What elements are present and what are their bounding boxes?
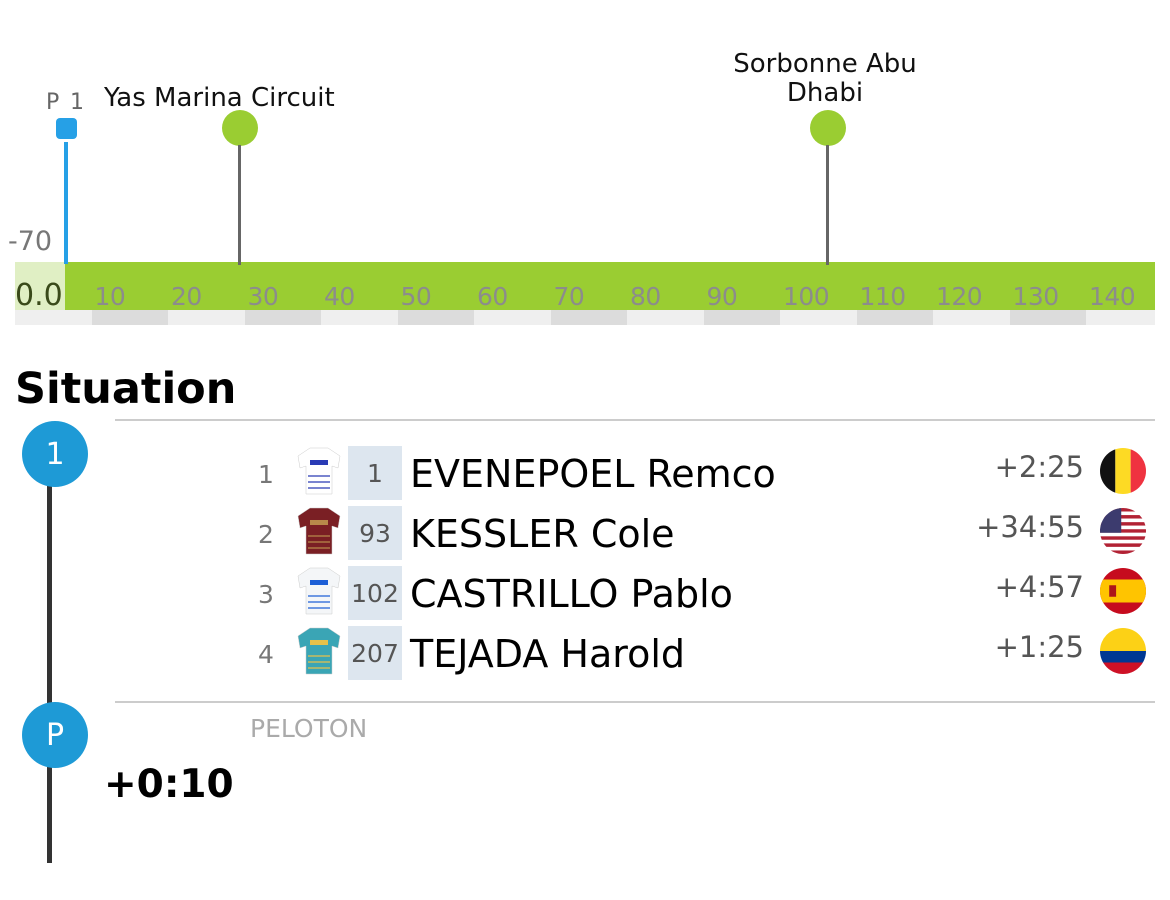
km-tick-label: 120 — [936, 282, 983, 311]
belgium-flag-icon — [1100, 448, 1146, 494]
marker-label-p: P — [46, 90, 60, 115]
rider-gap: +4:57 — [994, 570, 1084, 604]
km-tick-label: 100 — [783, 282, 830, 311]
km-tick-label: 30 — [247, 282, 279, 311]
km-tick-label: 10 — [94, 282, 126, 311]
rider-row[interactable]: 1 1 EVENEPOEL Remco +2:25 — [0, 440, 1170, 500]
rider-gap: +1:25 — [994, 630, 1084, 664]
peloton-label: PELOTON — [250, 714, 368, 743]
divider — [115, 419, 1155, 421]
bib-number: 102 — [348, 566, 402, 620]
km-band — [244, 310, 321, 325]
team-jersey-icon — [296, 566, 342, 616]
km-band — [474, 310, 551, 325]
km-tick-label: 60 — [477, 282, 508, 311]
km-band — [1086, 310, 1155, 325]
poi-pin-icon[interactable] — [222, 110, 258, 146]
bib-number: 207 — [348, 626, 402, 680]
rider-position: 1 — [258, 460, 274, 489]
km-tick-label: 40 — [324, 282, 355, 311]
group-badge[interactable]: 1 — [22, 421, 88, 487]
rider-row[interactable]: 4 207 TEJADA Harold +1:25 — [0, 620, 1170, 680]
timeline-line — [47, 450, 52, 705]
km-band — [933, 310, 1010, 325]
profile-bar — [15, 262, 1155, 310]
poi-stem — [238, 145, 241, 265]
divider — [115, 701, 1155, 703]
poi-label: Yas Marina Circuit — [104, 83, 335, 113]
rider-name[interactable]: KESSLER Cole — [410, 512, 675, 556]
km-tick-label: 130 — [1012, 282, 1060, 311]
km-band — [1009, 310, 1086, 325]
rider-row[interactable]: 3 102 CASTRILLO Pablo +4:57 — [0, 560, 1170, 620]
bib-number: 1 — [348, 446, 402, 500]
rider-gap: +34:55 — [976, 510, 1084, 544]
poi-stem — [826, 145, 829, 265]
timeline-line — [47, 735, 52, 863]
km-band — [703, 310, 780, 325]
rider-position: 4 — [258, 640, 274, 669]
km-tick-label: 50 — [400, 282, 432, 311]
km-band — [15, 310, 92, 325]
km-band — [627, 310, 704, 325]
km-band — [91, 310, 168, 325]
usa-flag-icon — [1100, 508, 1146, 554]
km-band — [780, 310, 857, 325]
poi-label: Sorbonne Abu Dhabi — [733, 49, 917, 108]
km-tick-label: 70 — [553, 282, 585, 311]
km-tick-label: 90 — [706, 282, 738, 311]
rider-name[interactable]: CASTRILLO Pablo — [410, 572, 733, 616]
km-tick-label: 20 — [171, 282, 202, 311]
km-tick-label: 140 — [1089, 282, 1136, 311]
km-band — [856, 310, 933, 325]
rider-gap: +2:25 — [994, 450, 1084, 484]
km-band — [321, 310, 398, 325]
start-label-a: -70 — [8, 226, 53, 257]
spain-flag-icon — [1100, 568, 1146, 614]
profile-bar-start — [15, 262, 65, 310]
km-band — [168, 310, 245, 325]
km-tick-label: 110 — [859, 282, 907, 311]
bib-number: 93 — [348, 506, 402, 560]
km-band — [550, 310, 627, 325]
km-band — [397, 310, 474, 325]
colombia-flag-icon — [1100, 628, 1146, 674]
marker-label-1: 1 — [70, 90, 84, 115]
rider-position: 2 — [258, 520, 274, 549]
start-label-b: 0.0 — [15, 278, 63, 313]
team-jersey-icon — [296, 626, 342, 676]
rider-position: 3 — [258, 580, 274, 609]
section-title: Situation — [15, 364, 237, 414]
peloton-gap: +0:10 — [104, 762, 234, 807]
rider-name[interactable]: TEJADA Harold — [410, 632, 685, 676]
team-jersey-icon — [296, 446, 342, 496]
group-marker-line — [64, 142, 68, 264]
rider-name[interactable]: EVENEPOEL Remco — [410, 452, 776, 496]
poi-pin-icon[interactable] — [810, 110, 846, 146]
group-marker-icon[interactable] — [56, 118, 77, 139]
rider-row[interactable]: 2 93 KESSLER Cole +34:55 — [0, 500, 1170, 560]
km-tick-label: 80 — [630, 282, 661, 311]
team-jersey-icon — [296, 506, 342, 556]
peloton-badge[interactable]: P — [22, 702, 88, 768]
route-profile: -70 0.0 10 20 30 40 50 60 70 80 90 100 110 120 130 14… — [0, 0, 1170, 330]
